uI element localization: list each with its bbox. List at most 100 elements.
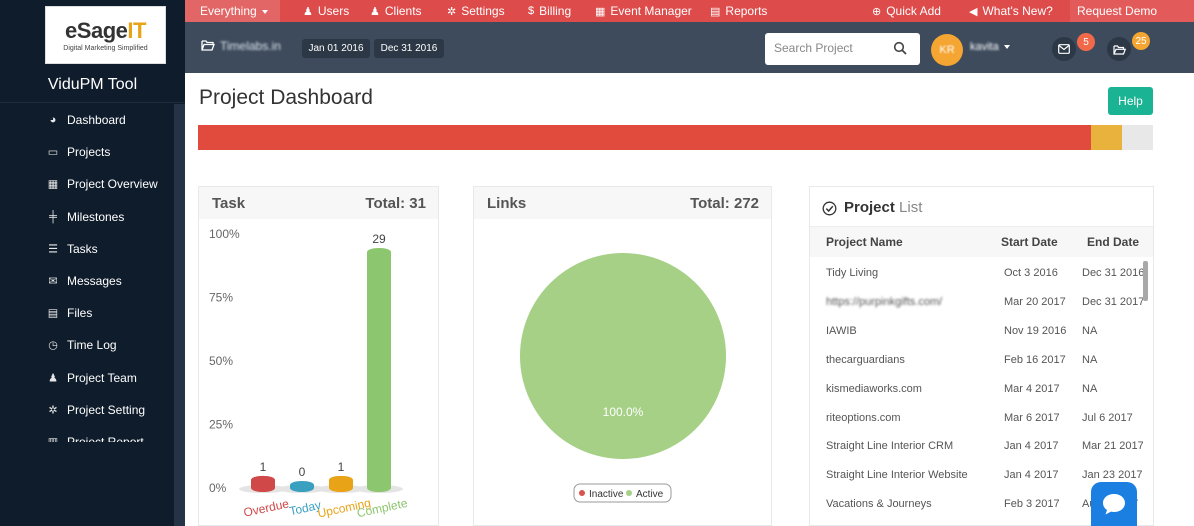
bar-base: [290, 484, 314, 492]
nav-reports[interactable]: ▤ Reports: [710, 0, 767, 22]
bar-upcoming[interactable]: [329, 479, 353, 488]
sidebar-item-milestones[interactable]: ╪ Milestones: [0, 201, 174, 233]
project-name-cell[interactable]: Straight Line Interior Website: [826, 469, 968, 482]
bar-cap: [329, 475, 353, 484]
project-name-cell[interactable]: Vacations & Journeys: [826, 498, 932, 511]
project-name-cell[interactable]: https://purpinkgifts.com/: [826, 295, 943, 308]
nav-what-s-new-[interactable]: ◀ What's New?: [969, 0, 1053, 22]
column-header-start-date[interactable]: Start Date: [1001, 235, 1058, 249]
project-name[interactable]: Timelabs.in: [220, 39, 281, 53]
start-date-cell: Mar 4 2017: [1004, 382, 1060, 395]
megaphone-icon: ◀: [969, 5, 978, 18]
table-row[interactable]: thecarguardians Feb 16 2017 NA: [810, 346, 1143, 375]
sidebar-item-dashboard[interactable]: ◕ Dashboard: [0, 104, 174, 136]
progress-segment: [1122, 125, 1153, 150]
plus-circle-icon: ⊕: [872, 5, 882, 18]
sidebar-item-project-setting[interactable]: ✲ Project Setting: [0, 394, 174, 426]
nav-label: Users: [317, 4, 350, 18]
progress-segment: [1091, 125, 1123, 150]
logo[interactable]: eSageIT Digital Marketing Simplified: [45, 6, 166, 64]
nav-billing[interactable]: $ Billing: [528, 0, 571, 22]
sidebar-item-messages[interactable]: ✉ Messages: [0, 265, 174, 297]
project-name-cell[interactable]: thecarguardians: [826, 353, 905, 366]
projects-badge: 25: [1132, 32, 1150, 50]
end-date-cell: Dec 31 2017: [1082, 295, 1143, 308]
pie-slice-active[interactable]: [520, 253, 726, 459]
y-tick-label: 100%: [209, 227, 240, 241]
y-tick-label: 50%: [209, 354, 233, 368]
start-date-cell: Jan 4 2017: [1004, 469, 1059, 482]
chat-bubble-icon: [1103, 494, 1125, 515]
sidebar-item-project-overview[interactable]: ▦ Project Overview: [0, 168, 174, 200]
gear-icon: ✲: [447, 5, 457, 18]
bar-cap: [251, 475, 275, 484]
start-date-cell: Feb 16 2017: [1004, 353, 1066, 366]
sidebar-item-time-log[interactable]: ◷ Time Log: [0, 329, 174, 361]
avatar[interactable]: KR: [931, 34, 963, 66]
projects-button[interactable]: [1107, 37, 1131, 61]
dashboard-icon: ◕: [49, 114, 57, 127]
chat-button[interactable]: [1091, 482, 1137, 526]
sidebar-item-label: Dashboard: [67, 113, 126, 128]
nav-quick-add[interactable]: ⊕ Quick Add: [872, 0, 941, 22]
project-name-cell[interactable]: IAWIB: [826, 324, 857, 337]
legend-label-active[interactable]: Active: [636, 489, 664, 500]
sidebar-item-files[interactable]: ▤ Files: [0, 297, 174, 329]
help-button[interactable]: Help: [1108, 87, 1153, 115]
project-name-cell[interactable]: Straight Line Interior CRM: [826, 440, 954, 453]
sidebar-item-project-team[interactable]: ♟ Project Team: [0, 362, 174, 394]
x-category-label: Today: [288, 498, 322, 518]
bar-complete[interactable]: [367, 252, 391, 488]
table-row[interactable]: kismediaworks.com Mar 4 2017 NA: [810, 375, 1143, 404]
project-name-cell[interactable]: riteoptions.com: [826, 411, 901, 424]
nav-event-manager[interactable]: ▦ Event Manager: [595, 0, 692, 22]
links-panel-title: Links: [487, 195, 527, 212]
report-icon: ▥: [46, 435, 60, 442]
bar-base: [367, 484, 391, 492]
folder-open-icon: [201, 40, 215, 51]
end-date-pill[interactable]: Dec 31 2016: [374, 39, 444, 58]
sidebar-scrollbar[interactable]: [174, 104, 185, 526]
sidebar-item-tasks[interactable]: ☰ Tasks: [0, 233, 174, 265]
table-row[interactable]: riteoptions.com Mar 6 2017 Jul 6 2017: [810, 404, 1143, 433]
table-row[interactable]: Straight Line Interior CRM Jan 4 2017 Mar …: [810, 432, 1143, 461]
project-name-cell[interactable]: Tidy Living: [826, 267, 879, 279]
request-demo-button[interactable]: Request Demo: [1070, 0, 1194, 22]
start-date-cell: Nov 19 2016: [1004, 324, 1067, 337]
table-row[interactable]: Tidy Living Oct 3 2016 Dec 31 2016: [810, 259, 1143, 288]
table-row[interactable]: https://purpinkgifts.com/Mar 20 2017 Dec …: [810, 288, 1143, 317]
nav-label: Clients: [384, 4, 422, 18]
links-panel-header: Links Total: 272: [474, 187, 771, 219]
table-row[interactable]: IAWIB Nov 19 2016 NA: [810, 317, 1143, 346]
bar-cap: [367, 248, 391, 256]
users-icon: ♟: [48, 372, 58, 385]
task-panel-title: Task: [212, 195, 246, 212]
nav-label: What's New?: [982, 4, 1053, 18]
bar-overdue[interactable]: [251, 479, 275, 488]
legend-label-inactive[interactable]: Inactive: [589, 489, 624, 500]
column-header-end-date[interactable]: End Date: [1087, 235, 1140, 249]
everything-dropdown[interactable]: Everything: [185, 0, 280, 22]
logo-wordmark: eSageIT: [65, 18, 146, 43]
end-date-cell: Mar 21 2017: [1082, 440, 1143, 453]
project-name-cell[interactable]: kismediaworks.com: [826, 382, 922, 395]
search-icon[interactable]: [893, 41, 908, 56]
envelope-icon: [1058, 44, 1070, 54]
start-date-pill[interactable]: Jan 01 2016: [302, 39, 370, 58]
nav-users[interactable]: ♟ Users: [303, 0, 349, 22]
project-list-scrollbar[interactable]: [1143, 261, 1148, 301]
y-tick-label: 75%: [209, 291, 233, 305]
start-date-cell: Jan 4 2017: [1004, 440, 1059, 453]
sidebar-item-projects[interactable]: ▭ Projects: [0, 136, 174, 168]
nav-clients[interactable]: ♟ Clients: [370, 0, 422, 22]
clock-icon: ◷: [48, 339, 58, 352]
column-header-project-name[interactable]: Project Name: [826, 235, 903, 249]
nav-settings[interactable]: ✲ Settings: [447, 0, 505, 22]
search-input[interactable]: [774, 41, 884, 55]
user-menu[interactable]: kavita: [970, 41, 1010, 53]
end-date-cell: Jul 6 2017: [1082, 411, 1133, 424]
table-row[interactable]: Straight Line Interior Website Jan 4 2017…: [810, 461, 1143, 490]
messages-button[interactable]: [1052, 37, 1076, 61]
sidebar-item-project-report[interactable]: ▥ Project Report: [0, 426, 174, 442]
user-name: kavita: [970, 41, 999, 53]
